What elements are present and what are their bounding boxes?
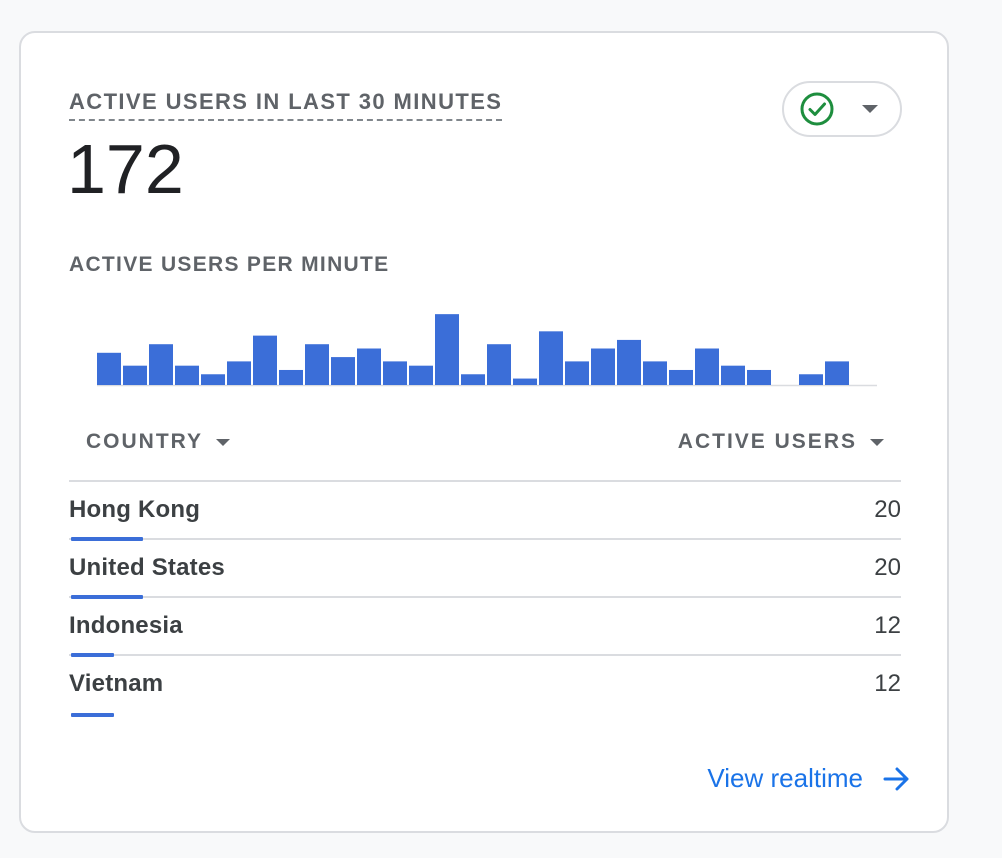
country-column-header[interactable]: COUNTRY xyxy=(86,430,231,454)
active-users-column-header[interactable]: ACTIVE USERS xyxy=(678,430,885,454)
minute-bar[interactable] xyxy=(409,365,433,385)
country-header-label: COUNTRY xyxy=(86,430,204,453)
chevron-down-icon xyxy=(216,438,231,446)
minute-bar[interactable] xyxy=(305,344,329,385)
country-active-users: 20 xyxy=(874,496,901,523)
minute-bar[interactable] xyxy=(643,361,667,385)
view-realtime-label: View realtime xyxy=(707,763,863,793)
country-name: Indonesia xyxy=(69,612,183,639)
minute-bar[interactable] xyxy=(201,374,225,385)
minute-bar[interactable] xyxy=(461,374,485,385)
minute-bar[interactable] xyxy=(227,361,251,385)
minute-bar[interactable] xyxy=(331,357,355,385)
minute-bar[interactable] xyxy=(357,348,381,386)
chevron-down-icon xyxy=(870,438,884,446)
minute-bar[interactable] xyxy=(747,369,771,385)
status-dropdown[interactable] xyxy=(782,81,902,137)
minute-bar[interactable] xyxy=(97,352,121,385)
minute-bar[interactable] xyxy=(123,365,147,385)
country-share-bar xyxy=(71,595,143,599)
minute-bar[interactable] xyxy=(513,378,537,385)
minute-bar[interactable] xyxy=(175,365,199,385)
country-share-bar xyxy=(71,537,143,541)
country-name: Vietnam xyxy=(69,670,164,697)
active-users-card: ACTIVE USERS IN LAST 30 MINUTES 172 ACTI… xyxy=(19,31,949,833)
country-name: United States xyxy=(69,554,225,581)
active-users-per-minute-chart xyxy=(97,314,877,387)
minute-bar[interactable] xyxy=(435,314,459,385)
country-name: Hong Kong xyxy=(69,496,201,523)
table-row: Vietnam 12 xyxy=(69,656,901,717)
active-users-header-label: ACTIVE USERS xyxy=(677,430,857,453)
card-title[interactable]: ACTIVE USERS IN LAST 30 MINUTES xyxy=(69,89,503,121)
minute-bar[interactable] xyxy=(825,361,849,385)
arrow-right-icon xyxy=(883,767,909,790)
minute-bar[interactable] xyxy=(695,348,719,386)
minute-bar[interactable] xyxy=(721,365,745,385)
country-active-users: 20 xyxy=(874,554,901,581)
chart-title: ACTIVE USERS PER MINUTE xyxy=(69,253,390,276)
minute-bar[interactable] xyxy=(799,374,823,385)
minute-bar[interactable] xyxy=(565,361,589,385)
country-share-bar xyxy=(71,653,115,657)
table-row: United States 20 xyxy=(69,540,901,599)
chevron-down-icon xyxy=(862,105,878,113)
table-row: Indonesia 12 xyxy=(69,598,901,657)
country-table: Hong Kong 20 United States 20 Indonesia … xyxy=(69,482,901,717)
check-circle-icon xyxy=(800,92,834,126)
minute-bar[interactable] xyxy=(253,335,277,385)
minute-bar[interactable] xyxy=(539,331,563,385)
view-realtime-link[interactable]: View realtime xyxy=(707,763,911,794)
minute-bar[interactable] xyxy=(279,369,303,385)
minute-bar[interactable] xyxy=(149,344,173,385)
minute-bar[interactable] xyxy=(617,339,641,385)
active-users-total: 172 xyxy=(67,130,184,208)
country-active-users: 12 xyxy=(874,612,901,639)
country-share-bar xyxy=(71,713,115,717)
minute-bar[interactable] xyxy=(669,369,693,385)
table-row: Hong Kong 20 xyxy=(69,482,901,541)
minute-bar[interactable] xyxy=(487,344,511,385)
minute-bar[interactable] xyxy=(591,348,615,386)
table-header-divider xyxy=(69,480,901,482)
minute-bar[interactable] xyxy=(383,361,407,385)
country-active-users: 12 xyxy=(874,670,901,697)
